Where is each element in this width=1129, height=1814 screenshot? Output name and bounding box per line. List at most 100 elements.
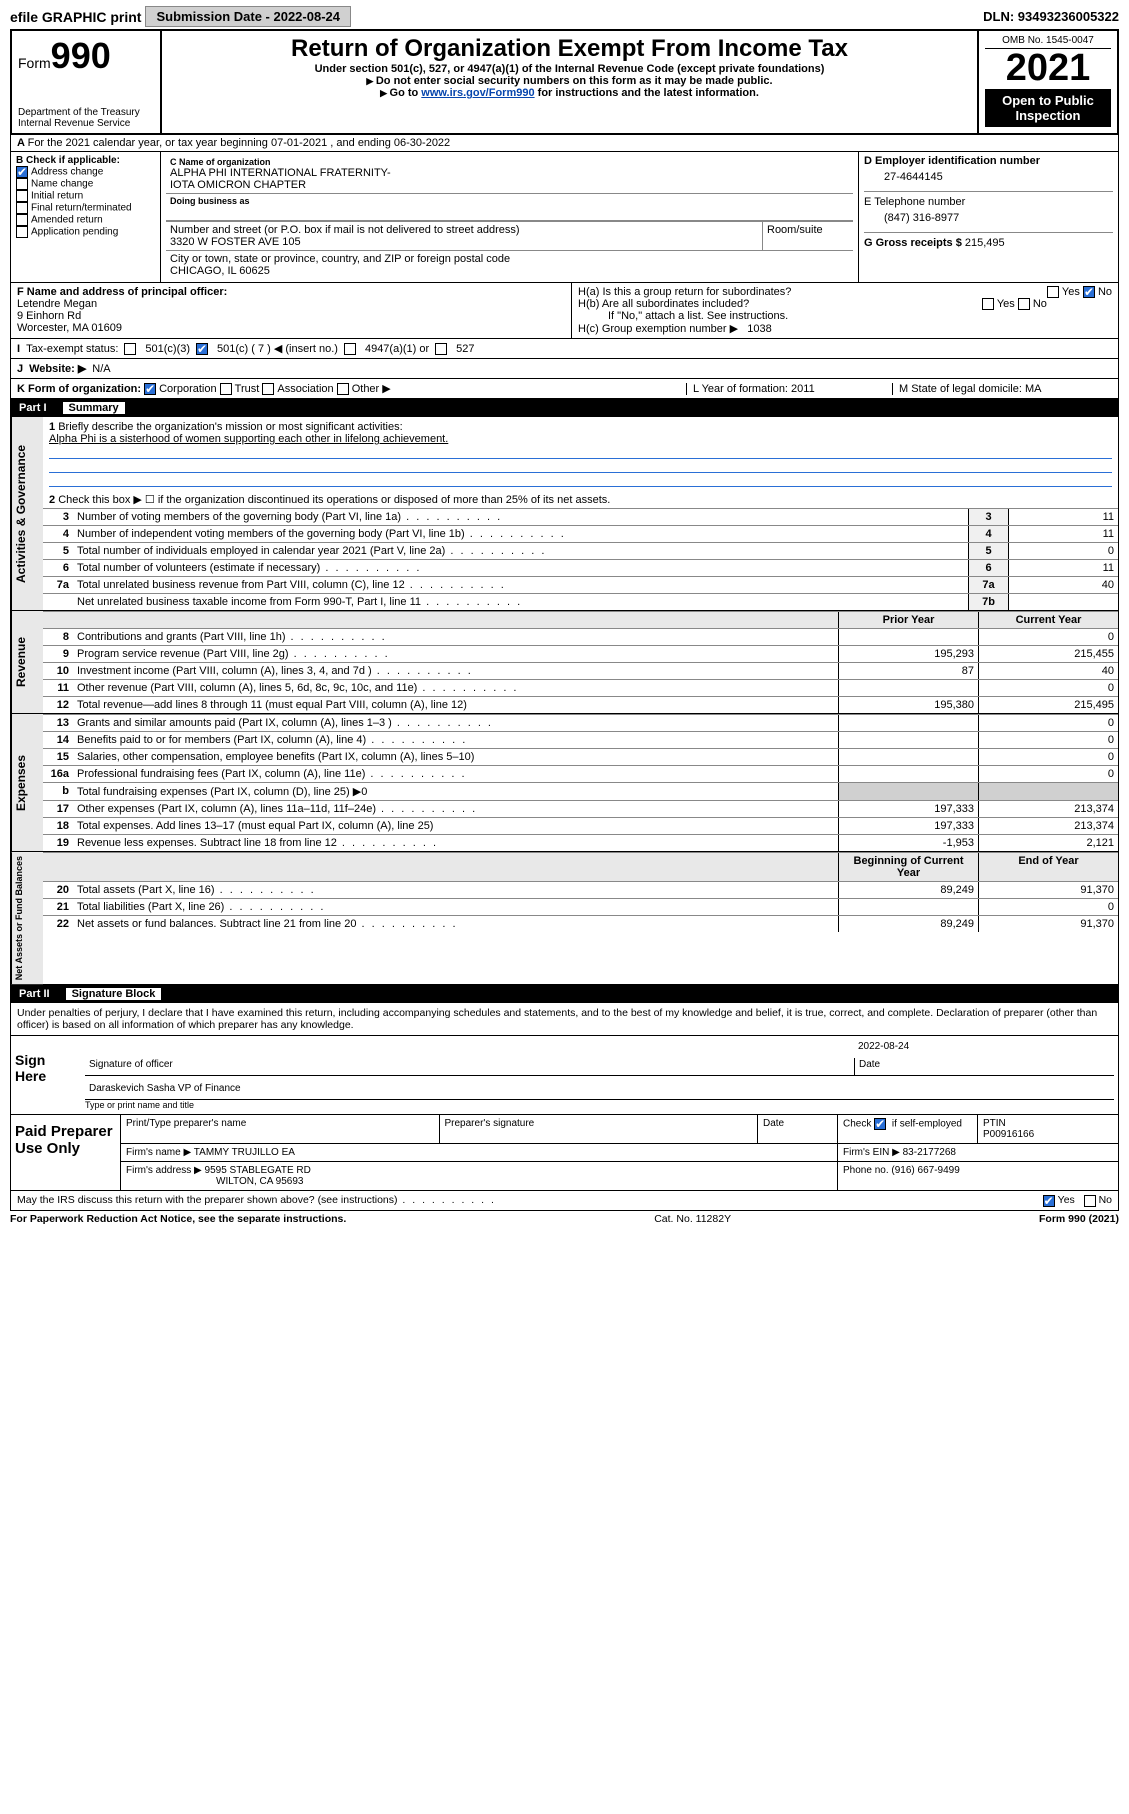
perjury-declaration: Under penalties of perjury, I declare th… <box>10 1003 1119 1036</box>
dln-label: DLN: 93493236005322 <box>983 9 1119 24</box>
subtitle-1: Under section 501(c), 527, or 4947(a)(1)… <box>168 63 971 75</box>
dept-label: Department of the Treasury Internal Reve… <box>18 107 154 129</box>
form-title: Return of Organization Exempt From Incom… <box>168 35 971 63</box>
chk-final-return[interactable] <box>16 202 28 214</box>
firm-phone: (916) 667-9499 <box>891 1165 959 1176</box>
chk-address-change[interactable] <box>16 166 28 178</box>
subtitle-2: Do not enter social security numbers on … <box>168 75 971 87</box>
city: CHICAGO, IL 60625 <box>170 265 849 277</box>
tab-expenses: Expenses <box>11 714 43 851</box>
line3-label: Number of voting members of the governin… <box>73 509 968 525</box>
form-number: Form990 <box>18 35 154 77</box>
hdr-current-year: Current Year <box>978 612 1118 628</box>
line16a-prior <box>838 766 978 782</box>
prep-name-label: Print/Type preparer's name <box>121 1115 440 1143</box>
line20-prior: 89,249 <box>838 882 978 898</box>
efile-label: efile GRAPHIC print <box>10 9 141 25</box>
phone-value: (847) 316-8977 <box>864 208 1113 232</box>
part-i-header: Part ISummary <box>10 399 1119 417</box>
officer-name: Letendre Megan <box>17 298 565 310</box>
chk-527[interactable] <box>435 343 447 355</box>
line8-label: Contributions and grants (Part VIII, lin… <box>73 629 838 645</box>
officer-printed-name: Daraskevich Sasha VP of Finance <box>85 1082 1114 1099</box>
line15-curr: 0 <box>978 749 1118 765</box>
ptin-value: P00916166 <box>983 1129 1034 1140</box>
line7a-value: 40 <box>1008 577 1118 593</box>
section-expenses: Expenses 13Grants and similar amounts pa… <box>10 714 1119 852</box>
line14-prior <box>838 732 978 748</box>
line22-prior: 89,249 <box>838 916 978 932</box>
year-formation: L Year of formation: 2011 <box>686 383 886 395</box>
hb-note: If "No," attach a list. See instructions… <box>578 310 1112 322</box>
chk-501c[interactable] <box>196 343 208 355</box>
city-label: City or town, state or province, country… <box>170 253 849 265</box>
chk-name-change[interactable] <box>16 178 28 190</box>
line7b-value <box>1008 594 1118 610</box>
chk-trust[interactable] <box>220 383 232 395</box>
pra-notice: For Paperwork Reduction Act Notice, see … <box>10 1213 346 1225</box>
line14-curr: 0 <box>978 732 1118 748</box>
line19-prior: -1,953 <box>838 835 978 851</box>
box-f-label: F Name and address of principal officer: <box>17 286 565 298</box>
officer-addr2: Worcester, MA 01609 <box>17 322 565 334</box>
submission-date-button[interactable]: Submission Date - 2022-08-24 <box>145 6 351 27</box>
row-j: JWebsite: ▶N/A <box>10 359 1119 379</box>
box-b-label: B Check if applicable: <box>16 155 155 166</box>
line21-curr: 0 <box>978 899 1118 915</box>
mission-text: Alpha Phi is a sisterhood of women suppo… <box>49 433 1112 445</box>
line11-label: Other revenue (Part VIII, column (A), li… <box>73 680 838 696</box>
line11-curr: 0 <box>978 680 1118 696</box>
sig-date-label: Date <box>854 1058 1114 1075</box>
chk-501c3[interactable] <box>124 343 136 355</box>
line10-label: Investment income (Part VIII, column (A)… <box>73 663 838 679</box>
box-d-label: D Employer identification number <box>864 155 1113 167</box>
chk-hb-yes[interactable] <box>982 298 994 310</box>
line13-curr: 0 <box>978 715 1118 731</box>
line18-label: Total expenses. Add lines 13–17 (must eq… <box>73 818 838 834</box>
chk-discuss-no[interactable] <box>1084 1195 1096 1207</box>
line21-prior <box>838 899 978 915</box>
chk-corp[interactable] <box>144 383 156 395</box>
line3-value: 11 <box>1008 509 1118 525</box>
hdr-prior-year: Prior Year <box>838 612 978 628</box>
chk-4947[interactable] <box>344 343 356 355</box>
chk-app-pending[interactable] <box>16 226 28 238</box>
line7a-label: Total unrelated business revenue from Pa… <box>73 577 968 593</box>
line5-value: 0 <box>1008 543 1118 559</box>
chk-self-employed[interactable] <box>874 1118 886 1130</box>
chk-ha-no[interactable] <box>1083 286 1095 298</box>
name-title-label: Type or print name and title <box>85 1100 1114 1110</box>
street-label: Number and street (or P.O. box if mail i… <box>170 224 758 236</box>
discuss-row: May the IRS discuss this return with the… <box>10 1191 1119 1210</box>
box-c-name-label: C Name of organization <box>170 157 849 167</box>
line10-prior: 87 <box>838 663 978 679</box>
chk-amended[interactable] <box>16 214 28 226</box>
dba-label: Doing business as <box>170 196 849 206</box>
sign-here-block: Sign Here 2022-08-24 Signature of office… <box>10 1036 1119 1115</box>
line18-prior: 197,333 <box>838 818 978 834</box>
hc-value: 1038 <box>747 323 771 335</box>
chk-other[interactable] <box>337 383 349 395</box>
line18-curr: 213,374 <box>978 818 1118 834</box>
line10-curr: 40 <box>978 663 1118 679</box>
line1-label: Briefly describe the organization's miss… <box>58 421 402 433</box>
line2-label: Check this box ▶ ☐ if the organization d… <box>58 494 610 506</box>
hb-label: H(b) Are all subordinates included? <box>578 298 749 310</box>
line22-label: Net assets or fund balances. Subtract li… <box>73 916 838 932</box>
chk-ha-yes[interactable] <box>1047 286 1059 298</box>
chk-discuss-yes[interactable] <box>1043 1195 1055 1207</box>
line8-curr: 0 <box>978 629 1118 645</box>
line12-label: Total revenue—add lines 8 through 11 (mu… <box>73 697 838 713</box>
chk-hb-no[interactable] <box>1018 298 1030 310</box>
ein-value: 27-4644145 <box>864 167 1113 191</box>
subtitle-3: Go to www.irs.gov/Form990 for instructio… <box>168 87 971 99</box>
tab-revenue: Revenue <box>11 611 43 713</box>
line17-curr: 213,374 <box>978 801 1118 817</box>
line4-label: Number of independent voting members of … <box>73 526 968 542</box>
irs-link[interactable]: www.irs.gov/Form990 <box>421 87 534 99</box>
line12-prior: 195,380 <box>838 697 978 713</box>
chk-initial-return[interactable] <box>16 190 28 202</box>
section-net-assets: Net Assets or Fund Balances Beginning of… <box>10 852 1119 985</box>
line13-label: Grants and similar amounts paid (Part IX… <box>73 715 838 731</box>
chk-assoc[interactable] <box>262 383 274 395</box>
